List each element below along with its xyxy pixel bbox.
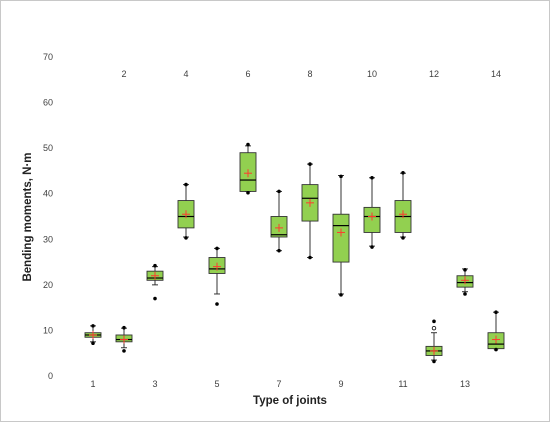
- extreme-point: [401, 170, 405, 175]
- extreme-point: [184, 236, 188, 240]
- extreme-point: [308, 255, 312, 260]
- extreme-point: [91, 341, 95, 345]
- extreme-point: [277, 248, 281, 253]
- x-tick-label-top: 4: [183, 69, 188, 79]
- box-group: [115, 325, 133, 353]
- box-group: [270, 189, 288, 253]
- extreme-point: [401, 236, 405, 240]
- y-tick-label: 70: [43, 52, 53, 62]
- y-tick-label: 60: [43, 98, 53, 108]
- y-axis-title: Bending moments, N·m: [22, 152, 34, 281]
- extreme-point: [215, 246, 219, 251]
- extreme-point: [308, 162, 312, 166]
- box-group: [394, 170, 412, 240]
- y-axis-ticks: 0 10 20 30 40 50 60 70: [43, 52, 53, 381]
- extreme-point: [277, 189, 281, 194]
- box-iqr: [332, 213, 350, 263]
- x-tick-label-top: 14: [491, 69, 501, 79]
- x-tick-label-top: 2: [121, 69, 126, 79]
- x-tick-label-top: 6: [245, 69, 250, 79]
- box-group: [301, 162, 319, 260]
- extreme-point: [370, 175, 374, 180]
- box-group: [363, 175, 381, 249]
- extreme-point: [494, 310, 498, 315]
- extreme-point: [246, 191, 250, 195]
- x-tick-label-bottom: 3: [152, 379, 157, 389]
- y-tick-label: 0: [48, 371, 53, 381]
- y-tick-label: 40: [43, 189, 53, 199]
- box-group: [456, 268, 474, 296]
- y-tick-label: 50: [43, 143, 53, 153]
- x-tick-label-bottom: 11: [398, 379, 407, 389]
- y-tick-label: 20: [43, 280, 53, 290]
- x-axis-ticks: 1 3 5 7 9 11 132 4 6 8 10 12 14: [90, 69, 501, 389]
- extreme-point: [215, 302, 219, 306]
- x-tick-label-bottom: 9: [338, 379, 343, 389]
- extreme-point: [432, 319, 436, 324]
- outlier-point: [431, 325, 437, 331]
- extreme-point: [122, 325, 126, 330]
- y-tick-label: 10: [43, 325, 53, 335]
- extreme-point: [370, 245, 374, 249]
- extreme-point: [153, 263, 157, 268]
- x-tick-label-bottom: 13: [460, 379, 470, 389]
- extreme-point: [494, 347, 498, 352]
- x-tick-label-top: 12: [429, 69, 439, 79]
- box-group: [84, 324, 102, 345]
- box-plot-series: [84, 142, 505, 364]
- box-group: [177, 182, 195, 240]
- box-group: [239, 142, 257, 195]
- box-group: [208, 246, 226, 306]
- x-tick-label-bottom: 1: [90, 379, 95, 389]
- x-tick-label-bottom: 5: [214, 379, 219, 389]
- extreme-point: [122, 349, 126, 353]
- extreme-point: [432, 359, 436, 364]
- box-group: [332, 174, 350, 297]
- x-tick-label-top: 10: [367, 69, 377, 79]
- y-tick-label: 30: [43, 234, 53, 244]
- x-tick-label-bottom: 7: [276, 379, 281, 389]
- extreme-point: [153, 296, 157, 301]
- extreme-point: [184, 182, 188, 187]
- extreme-point: [246, 142, 250, 147]
- box-group: [146, 263, 164, 301]
- x-tick-label-top: 8: [307, 69, 312, 79]
- box-group: [425, 319, 443, 364]
- extreme-point: [463, 292, 467, 296]
- extreme-point: [339, 174, 343, 179]
- extreme-point: [91, 324, 95, 328]
- extreme-point: [463, 268, 467, 272]
- extreme-point: [339, 293, 343, 297]
- box-group: [487, 310, 505, 352]
- x-axis-title: Type of joints: [253, 395, 327, 407]
